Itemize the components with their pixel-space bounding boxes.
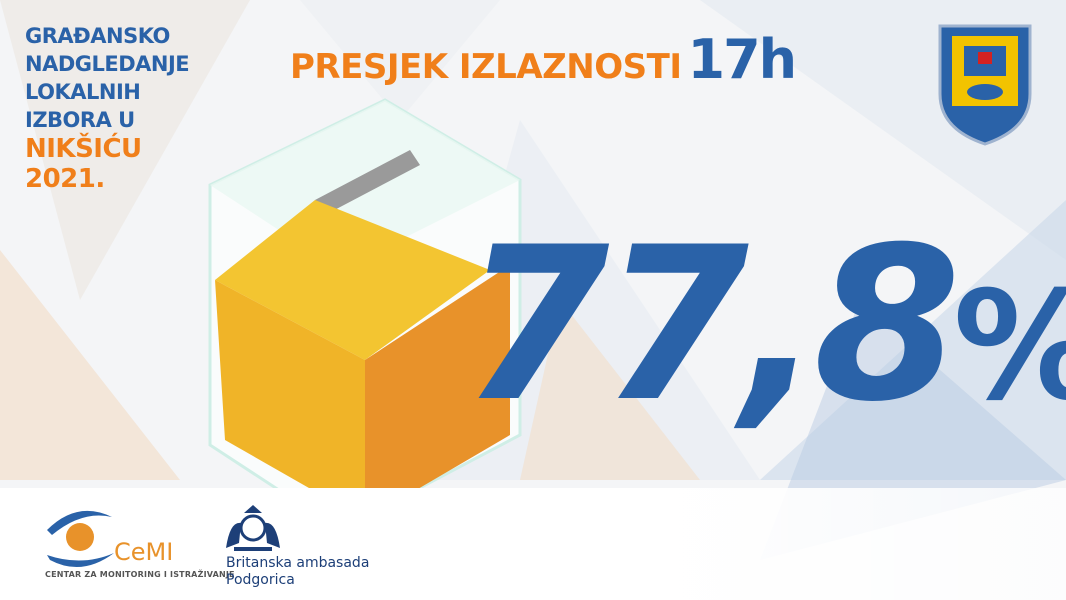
headline-label: PRESJEK IZLAZNOSTI xyxy=(290,47,682,87)
event-title-line: GRAĐANSKO xyxy=(25,24,170,48)
embassy-line1: Britanska ambasada xyxy=(226,555,370,571)
cemi-subtitle: CENTAR ZA MONITORING I ISTRAŽIVANJE xyxy=(45,570,235,579)
headline: PRESJEK IZLAZNOSTI 17h xyxy=(290,28,798,91)
uk-royal-arms-icon xyxy=(226,505,280,551)
footer-band xyxy=(0,488,1066,600)
event-year: 2021. xyxy=(25,164,105,194)
event-title-line: IZBORA U xyxy=(25,108,135,132)
embassy-line2: Podgorica xyxy=(226,572,295,588)
event-title-line: LOKALNIH xyxy=(25,80,141,104)
event-title-line: NADGLEDANJE xyxy=(25,52,190,76)
headline-time: 17h xyxy=(687,28,798,91)
event-title: GRAĐANSKO NADGLEDANJE LOKALNIH IZBORA U … xyxy=(25,22,190,194)
ballot-box-icon xyxy=(208,98,522,532)
turnout-percentage: 77,8% xyxy=(462,200,1066,472)
turnout-value: 77,8 xyxy=(462,201,961,448)
cemi-logo-text: CeMI xyxy=(114,538,173,566)
event-city: NIKŠIĆU xyxy=(25,134,142,164)
turnout-unit: % xyxy=(953,260,1066,434)
cemi-logo: CeMI xyxy=(47,510,173,568)
niksic-coat-of-arms-icon xyxy=(938,24,1032,146)
embassy-name: Britanska ambasada Podgorica xyxy=(226,555,369,589)
